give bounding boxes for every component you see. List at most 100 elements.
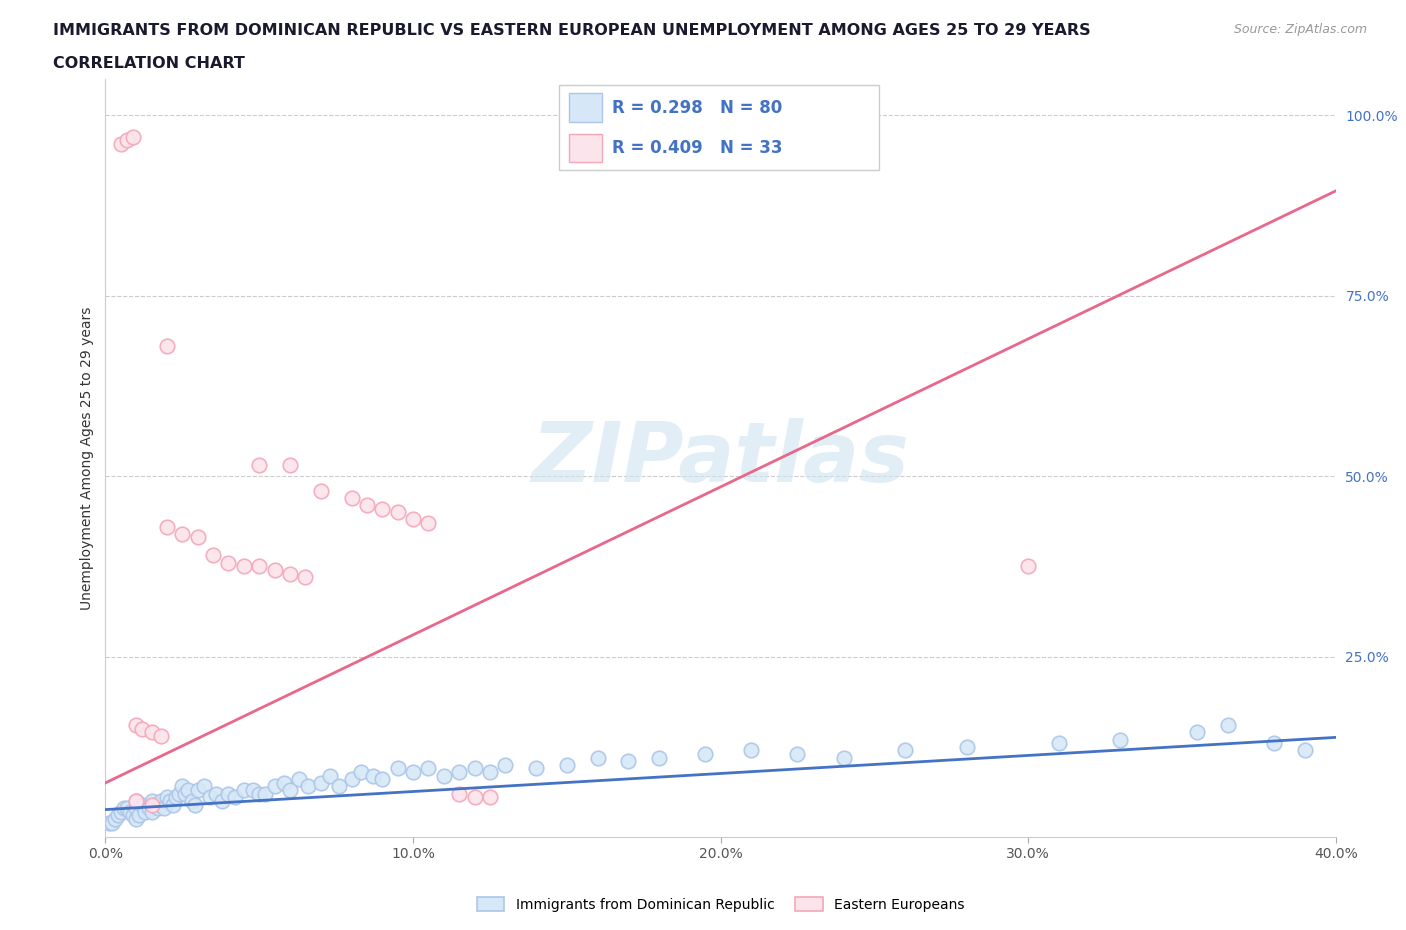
Point [294, 570, 316, 585]
Point [449, 786, 471, 801]
Point [110, 137, 132, 152]
Point [648, 751, 671, 765]
Point [1017, 559, 1039, 574]
Point [205, 786, 228, 801]
Point [224, 790, 246, 804]
Text: ZIPatlas: ZIPatlas [531, 418, 910, 498]
Point [177, 783, 200, 798]
Point [478, 790, 501, 804]
Point [125, 793, 148, 808]
Point [478, 764, 501, 779]
Point [418, 515, 440, 530]
Point [1109, 732, 1132, 747]
Text: IMMIGRANTS FROM DOMINICAN REPUBLIC VS EASTERN EUROPEAN UNEMPLOYMENT AMONG AGES 2: IMMIGRANTS FROM DOMINICAN REPUBLIC VS EA… [53, 23, 1091, 38]
Point [328, 779, 350, 794]
Point [125, 793, 148, 808]
Point [187, 783, 209, 798]
Point [128, 808, 150, 823]
Point [159, 793, 181, 808]
Legend: Immigrants from Dominican Republic, Eastern Europeans: Immigrants from Dominican Republic, East… [471, 891, 970, 917]
Point [524, 761, 547, 776]
Point [494, 757, 516, 772]
Text: R = 0.298   N = 80: R = 0.298 N = 80 [612, 99, 782, 116]
Point [115, 801, 138, 816]
Point [464, 761, 486, 776]
Point [141, 797, 163, 812]
Point [218, 555, 240, 570]
Point [247, 458, 270, 472]
Point [165, 790, 187, 804]
Point [187, 530, 209, 545]
Y-axis label: Unemployment Among Ages 25 to 29 years: Unemployment Among Ages 25 to 29 years [80, 306, 94, 610]
Point [211, 793, 233, 808]
Point [141, 793, 163, 808]
Point [97, 815, 120, 830]
Point [263, 563, 285, 578]
Point [387, 505, 409, 520]
Point [449, 764, 471, 779]
Point [156, 790, 179, 804]
Point [125, 801, 148, 816]
Point [278, 566, 301, 581]
Point [371, 501, 394, 516]
Point [131, 797, 153, 812]
Point [740, 743, 762, 758]
Point [242, 783, 264, 798]
Point [232, 783, 254, 798]
Point [122, 808, 145, 823]
Point [131, 722, 153, 737]
Point [418, 761, 440, 776]
Point [464, 790, 486, 804]
Point [172, 526, 194, 541]
Point [169, 786, 191, 801]
Point [278, 783, 301, 798]
Point [832, 751, 855, 765]
Point [254, 786, 277, 801]
Point [107, 808, 129, 823]
Point [340, 490, 363, 505]
Bar [568, 93, 602, 122]
Point [319, 768, 342, 783]
Point [247, 559, 270, 574]
Point [247, 786, 270, 801]
Bar [568, 134, 602, 163]
Point [104, 812, 127, 827]
Point [162, 797, 184, 812]
Bar [568, 134, 602, 163]
Point [894, 743, 917, 758]
Point [183, 797, 205, 812]
Point [174, 786, 197, 801]
Point [141, 804, 163, 819]
Point [125, 718, 148, 733]
Point [273, 776, 295, 790]
Text: R = 0.409   N = 33: R = 0.409 N = 33 [612, 140, 782, 157]
Point [340, 772, 363, 787]
Text: Source: ZipAtlas.com: Source: ZipAtlas.com [1233, 23, 1367, 36]
Point [263, 779, 285, 794]
Point [202, 548, 225, 563]
Point [120, 804, 141, 819]
Point [218, 786, 240, 801]
Point [695, 747, 717, 762]
Point [115, 133, 138, 148]
Point [371, 772, 394, 787]
Point [555, 757, 578, 772]
Point [350, 764, 373, 779]
Point [172, 779, 194, 794]
Point [617, 753, 640, 768]
Point [122, 129, 145, 144]
Point [112, 801, 135, 816]
Point [138, 801, 160, 816]
Point [1047, 736, 1070, 751]
FancyBboxPatch shape [558, 86, 879, 170]
Point [143, 797, 166, 812]
Point [153, 801, 176, 816]
Bar [568, 93, 602, 122]
Point [156, 519, 179, 534]
Point [156, 339, 179, 353]
Point [125, 812, 148, 827]
Point [1187, 724, 1209, 739]
Point [134, 804, 156, 819]
Point [193, 779, 215, 794]
Text: CORRELATION CHART: CORRELATION CHART [53, 56, 245, 71]
